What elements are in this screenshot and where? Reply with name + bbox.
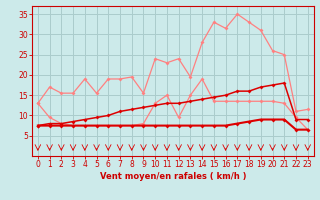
X-axis label: Vent moyen/en rafales ( km/h ): Vent moyen/en rafales ( km/h ): [100, 172, 246, 181]
